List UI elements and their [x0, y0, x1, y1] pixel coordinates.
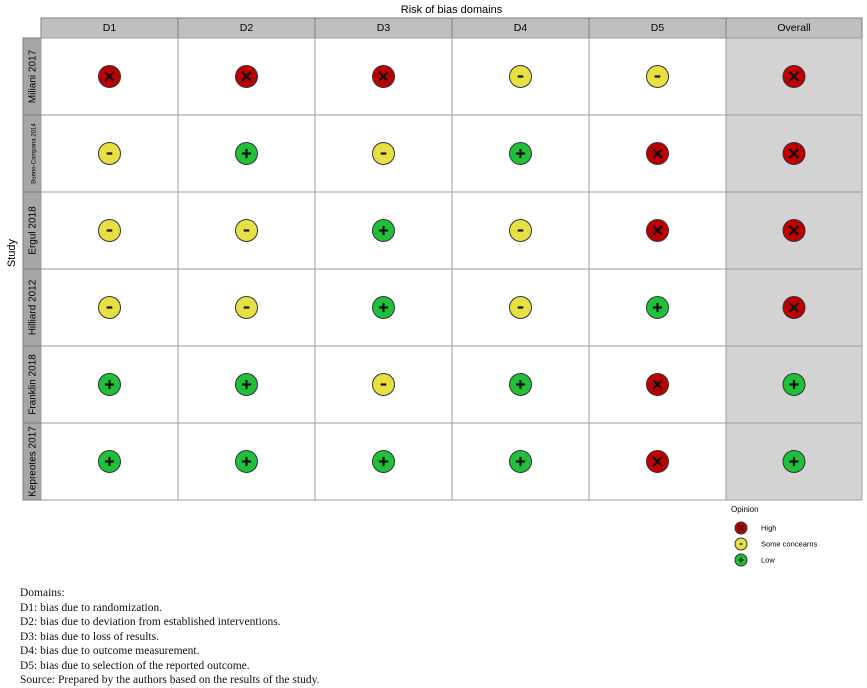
risk-dot-high-symbol: [652, 148, 663, 159]
note-d1: D1: bias due to randomization.: [20, 601, 163, 614]
chart-title: Risk of bias domains: [401, 4, 503, 16]
legend-label: High: [761, 524, 776, 533]
note-d5: D5: bias due to selection of the reporte…: [20, 659, 250, 672]
risk-dot-high-symbol: [104, 71, 115, 82]
y-axis-label: Study: [6, 238, 18, 267]
risk-of-bias-chart: D1 D2 D3 D4 D5 Overall Miliani 2017 Bueno-Campa…: [6, 4, 863, 567]
legend-label: Low: [761, 556, 775, 565]
column-header-label: D5: [651, 22, 665, 34]
source-note: Source: Prepared by the authors based on…: [20, 674, 320, 686]
legend-title: Opinion: [731, 505, 759, 514]
risk-dot-high-symbol: [652, 456, 663, 467]
risk-dot-high-symbol: [788, 71, 800, 82]
note-d3: D3: bias due to loss of results.: [20, 630, 159, 643]
column-header-label: Overall: [777, 22, 810, 34]
note-d4: D4: bias due to outcome measurement.: [20, 645, 200, 657]
legend-dot-high-symbol: [737, 524, 745, 532]
column-header-label: D3: [377, 22, 391, 34]
row-study-label: Miliani 2017: [28, 49, 39, 103]
domain-notes: Domains: D1: bias due to randomization. …: [20, 586, 319, 688]
row-study-label: Franklin 2018: [28, 354, 39, 415]
risk-dot-high-symbol: [378, 71, 389, 82]
notes-heading: Domains:: [20, 587, 65, 599]
row-study-label: Hilliard 2012: [28, 279, 39, 335]
risk-dot-high-symbol: [241, 71, 252, 82]
legend-label: Some concearns: [761, 540, 818, 549]
column-header-label: D2: [240, 22, 254, 34]
column-header-label: D1: [103, 22, 117, 34]
risk-dot-high-symbol: [788, 302, 800, 313]
row-study-label: Bueno-Campana 2014: [32, 123, 38, 184]
row-study-label: Kepreotes 2017: [28, 426, 39, 497]
risk-dot-high-symbol: [652, 225, 663, 236]
note-d2: D2: bias due to deviation from establish…: [20, 616, 281, 628]
risk-dot-high-symbol: [788, 225, 800, 236]
column-header-label: D4: [514, 22, 528, 34]
risk-dot-high-symbol: [652, 379, 663, 390]
risk-dot-high-symbol: [788, 148, 800, 159]
row-study-label: Ergul 2018: [28, 206, 39, 255]
